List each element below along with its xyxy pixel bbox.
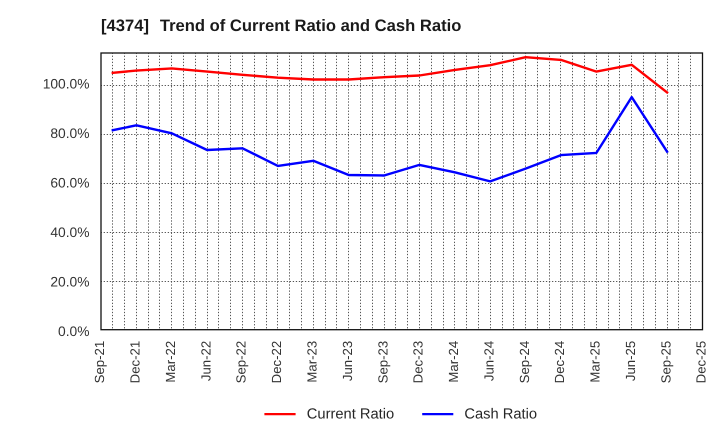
- svg-text:Dec-21: Dec-21: [128, 341, 143, 384]
- svg-text:Dec-23: Dec-23: [411, 341, 426, 384]
- svg-text:Sep-23: Sep-23: [375, 341, 390, 384]
- svg-text:0.0%: 0.0%: [58, 324, 89, 339]
- svg-text:Jun-25: Jun-25: [623, 341, 638, 381]
- svg-text:Sep-24: Sep-24: [517, 341, 532, 384]
- svg-text:100.0%: 100.0%: [43, 77, 90, 92]
- svg-text:60.0%: 60.0%: [50, 176, 89, 191]
- svg-text:Current Ratio: Current Ratio: [307, 407, 394, 423]
- svg-text:Cash Ratio: Cash Ratio: [464, 407, 537, 423]
- svg-text:Sep-22: Sep-22: [234, 341, 249, 384]
- svg-text:Sep-21: Sep-21: [92, 341, 107, 384]
- svg-text:Mar-25: Mar-25: [588, 341, 603, 383]
- svg-text:Sep-25: Sep-25: [658, 341, 673, 384]
- svg-text:Mar-24: Mar-24: [446, 341, 461, 383]
- svg-text:40.0%: 40.0%: [50, 225, 89, 240]
- svg-text:80.0%: 80.0%: [50, 126, 89, 141]
- svg-text:Dec-25: Dec-25: [694, 341, 709, 384]
- svg-text:Dec-22: Dec-22: [269, 341, 284, 384]
- svg-text:Dec-24: Dec-24: [552, 341, 567, 384]
- svg-text:Mar-23: Mar-23: [305, 341, 320, 383]
- svg-text:Jun-22: Jun-22: [198, 341, 213, 381]
- svg-text:Mar-22: Mar-22: [163, 341, 178, 383]
- svg-text:Jun-23: Jun-23: [340, 341, 355, 381]
- svg-text:20.0%: 20.0%: [50, 274, 89, 289]
- svg-text:[4374] Trend of Current Ratio: [4374] Trend of Current Ratio and Cash R…: [101, 16, 461, 35]
- svg-text:Jun-24: Jun-24: [481, 341, 496, 381]
